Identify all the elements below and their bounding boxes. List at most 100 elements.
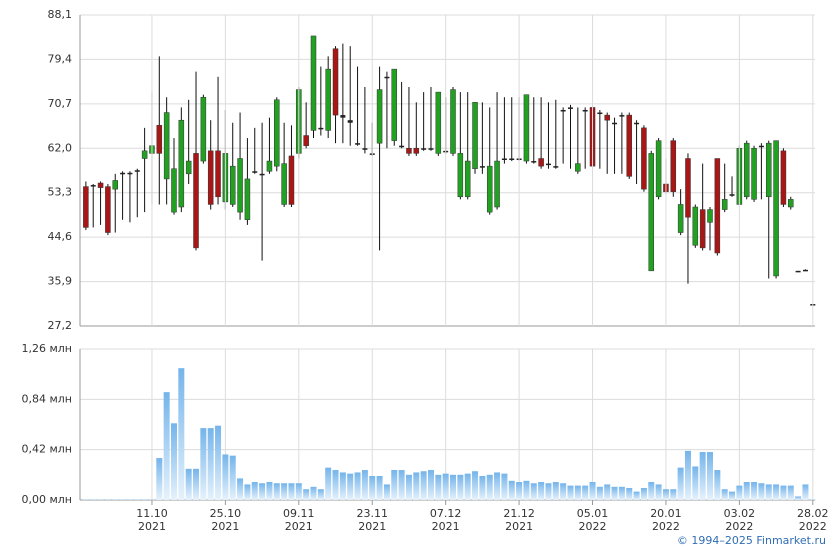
candle-body (340, 115, 346, 118)
volume-bar (692, 466, 699, 500)
candle-body (501, 158, 507, 160)
volume-bar (200, 428, 207, 500)
x-tick-year: 2022 (579, 520, 607, 533)
candle-body (332, 48, 339, 116)
candle-body (105, 186, 111, 233)
x-tick-year: 2021 (211, 520, 239, 533)
y-tick-label: 44,6 (48, 230, 73, 243)
volume-bar (303, 489, 310, 500)
candle-body (582, 109, 588, 112)
candle-body (619, 115, 625, 117)
volume-bar (413, 472, 420, 500)
volume-bar (648, 482, 655, 500)
y-tick-label: 62,0 (48, 141, 73, 154)
volume-bar (486, 474, 493, 500)
candle-body (634, 122, 640, 125)
volume-bar (567, 485, 574, 500)
candle-body (677, 204, 684, 233)
candle-body (765, 142, 772, 198)
volume-bar (508, 480, 515, 500)
x-tick-year: 2022 (799, 520, 827, 533)
volume-bar (259, 483, 266, 500)
volume-bar (112, 499, 119, 500)
volume-bar (215, 425, 222, 500)
candle-body (171, 168, 177, 213)
volume-bar (494, 472, 501, 500)
volume-bar (104, 499, 111, 500)
candle-body (288, 155, 295, 205)
candle-body (193, 153, 199, 249)
candle-body (310, 35, 317, 131)
candle-body (780, 150, 787, 205)
x-tick-label: 21.12 (503, 507, 535, 520)
candle-body (773, 140, 779, 277)
candle-body (538, 158, 544, 167)
volume-bar (427, 470, 434, 500)
y-tick-label: 0,00 млн (21, 493, 72, 506)
y-tick-label: 0,42 млн (21, 443, 72, 456)
candle-body (457, 153, 464, 198)
volume-bar (662, 489, 669, 500)
candle-body (318, 127, 324, 130)
volume-bar (229, 455, 236, 500)
volume-bar (780, 485, 787, 500)
volume-bar (376, 476, 383, 500)
volume-bar (295, 483, 302, 500)
candle-body (303, 135, 309, 146)
volume-bar (339, 472, 346, 500)
volume-bar (273, 483, 280, 500)
candle-body (604, 114, 610, 121)
x-tick-year: 2022 (652, 520, 680, 533)
candle-body (721, 199, 728, 210)
candle-body (494, 160, 500, 208)
volume-bar (545, 483, 552, 500)
volume-bar (134, 499, 141, 500)
volume-bar (126, 499, 133, 500)
candle-body (281, 163, 287, 205)
volume-bar (332, 470, 339, 500)
x-tick-label: 11.10 (136, 507, 168, 520)
x-tick-label: 25.10 (210, 507, 242, 520)
volume-bar (347, 473, 354, 500)
y-tick-label: 1,26 млн (21, 342, 72, 355)
candle-body (391, 68, 398, 141)
volume-bar (90, 499, 97, 500)
volume-bar (795, 496, 802, 500)
volume-bar (141, 499, 148, 500)
candle-body (729, 194, 735, 196)
volume-bar (604, 484, 611, 500)
candle-body (612, 122, 618, 125)
volume-bar (288, 483, 295, 500)
copyright: © 1994–2025 Finmarket.ru (677, 534, 826, 547)
candle-body (355, 143, 361, 145)
volume-bar (398, 470, 405, 500)
volume-bar (361, 470, 368, 500)
volume-bar (582, 485, 589, 500)
volume-bar (391, 470, 398, 500)
volume-bar (552, 482, 559, 500)
candle-body (597, 112, 603, 115)
candle-body (486, 165, 493, 213)
y-tick-label: 88,1 (48, 8, 73, 21)
candle-body (560, 109, 566, 112)
volume-bar (310, 486, 317, 500)
candle-body (127, 172, 133, 175)
volume-bar (773, 484, 780, 500)
candle-body (428, 148, 434, 150)
volume-bar (405, 474, 412, 500)
volume-bar (450, 474, 457, 500)
volume-bar (97, 499, 104, 500)
volume-bar (207, 428, 214, 500)
candle-body (274, 99, 280, 167)
volume-bar (435, 474, 442, 500)
volume-bar (369, 476, 376, 500)
volume-bar (148, 499, 155, 500)
candle-body (413, 148, 420, 154)
volume-bar (809, 499, 816, 500)
x-tick-label: 20.01 (650, 507, 682, 520)
candle-body (399, 145, 405, 148)
candle-body (788, 199, 794, 208)
volume-bar (670, 489, 677, 500)
candle-body (655, 140, 662, 198)
